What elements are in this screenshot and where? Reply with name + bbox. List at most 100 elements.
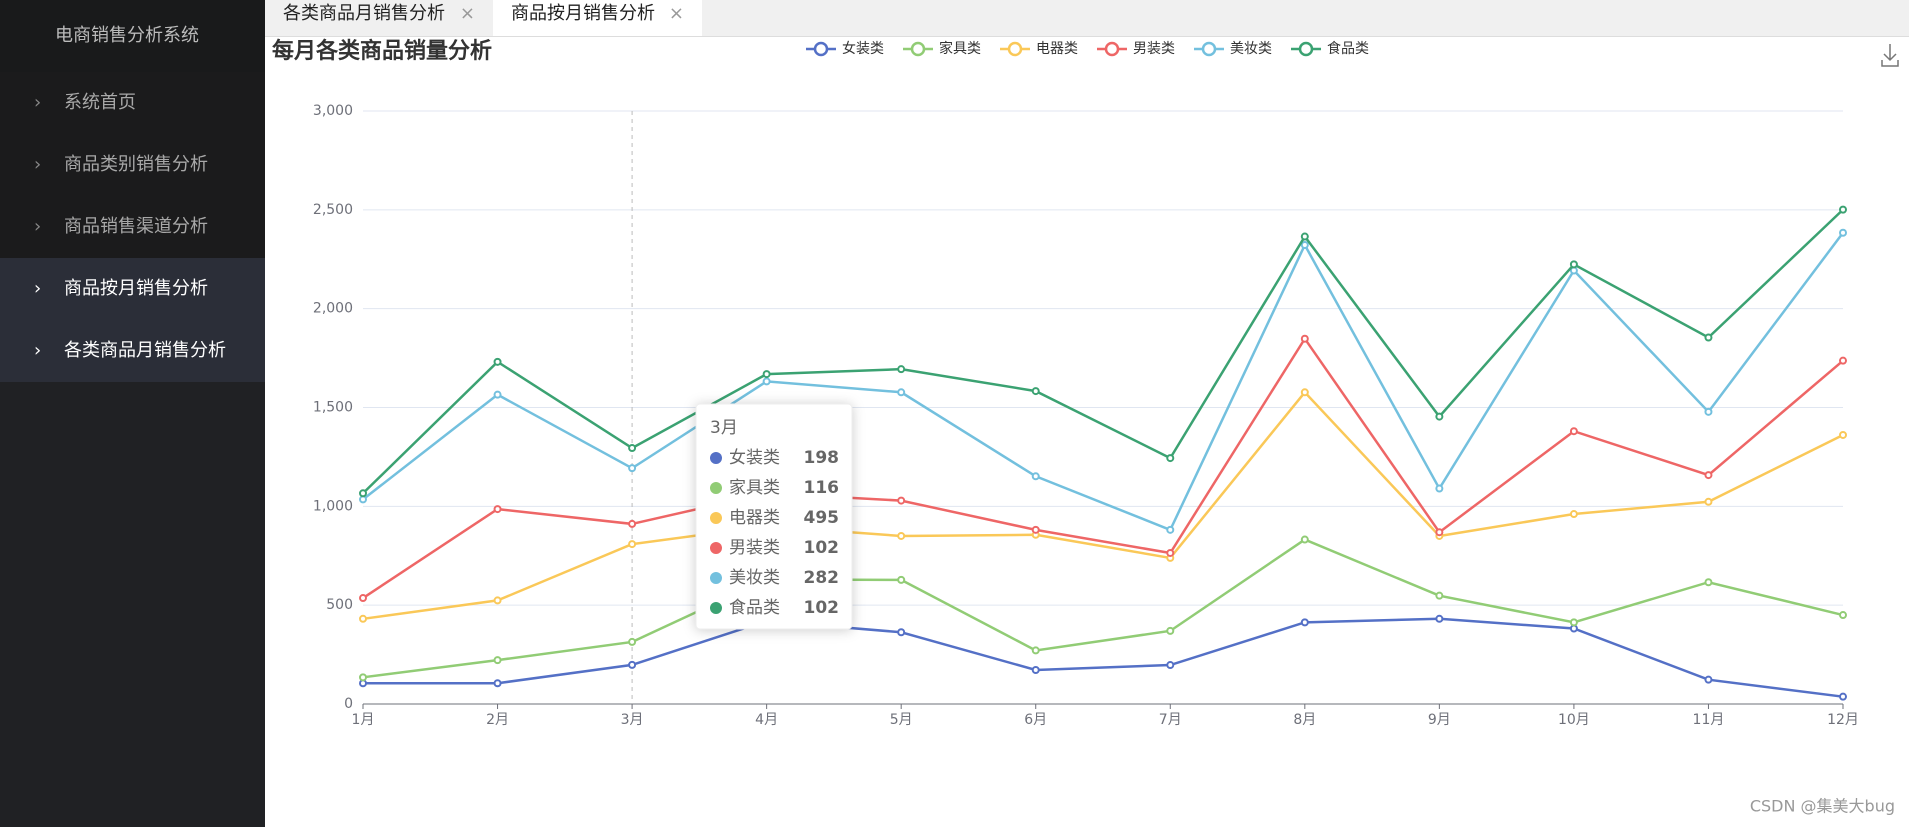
tooltip-value: 198 — [804, 448, 840, 468]
tab-bar: 各类商品月销售分析 × 商品按月销售分析 × — [265, 0, 1909, 37]
tab[interactable]: 商品按月销售分析 × — [493, 0, 702, 36]
menu-item[interactable]: 系统首页 — [0, 72, 265, 134]
data-point — [1839, 692, 1847, 701]
data-point — [628, 540, 637, 549]
data-point — [1031, 525, 1040, 534]
data-point — [1704, 578, 1713, 587]
data-point — [493, 357, 502, 366]
menu-item[interactable]: 商品类别销售分析 — [0, 134, 265, 196]
legend-symbol — [1007, 41, 1023, 57]
data-point — [1166, 553, 1175, 562]
legend-symbol — [1104, 41, 1120, 57]
sidebar-title-text: 电商销售分析系统 — [55, 25, 199, 46]
data-point — [1031, 387, 1040, 396]
data-point — [1166, 525, 1175, 534]
tooltip-name: 女装类 — [729, 448, 780, 468]
y-tick-label: 0 — [344, 696, 353, 712]
data-point — [1031, 666, 1040, 675]
sidebar-title[interactable]: 电商销售分析系统 — [0, 0, 265, 72]
legend-label: 电器类 — [1036, 41, 1078, 57]
data-point — [1031, 646, 1040, 655]
data-point — [1704, 675, 1713, 684]
data-point — [1166, 548, 1175, 557]
legend-label: 家具类 — [939, 40, 981, 57]
chart-title: 每月各类商品销量分析 — [272, 38, 492, 64]
series-line — [362, 232, 1844, 532]
tooltip-dot — [710, 512, 722, 524]
tooltip-value: 102 — [804, 538, 840, 558]
data-point — [1300, 388, 1309, 397]
y-tick-label: 3,000 — [313, 103, 353, 119]
data-point — [1435, 591, 1444, 600]
data-point — [1300, 334, 1309, 343]
tooltip-value: 282 — [804, 568, 840, 588]
series-line — [362, 208, 1844, 495]
tooltip-name: 家具类 — [729, 478, 780, 498]
tab[interactable]: 各类商品月销售分析 × — [283, 3, 475, 24]
data-point — [493, 596, 502, 605]
data-point — [1569, 427, 1578, 436]
legend-item[interactable]: 男装类 — [1097, 41, 1175, 57]
menu-item[interactable]: 各类商品月销售分析 — [0, 320, 265, 382]
sidebar: 电商销售分析系统 系统首页商品类别销售分析商品销售渠道分析商品按月销售分析各类商… — [0, 0, 265, 827]
data-point — [897, 365, 906, 374]
tooltip-dot — [710, 482, 722, 494]
data-point — [1300, 232, 1309, 241]
data-point — [1435, 531, 1444, 540]
legend-symbol — [910, 41, 926, 57]
series-line — [362, 538, 1844, 679]
legend-item[interactable]: 食品类 — [1291, 40, 1369, 57]
x-tick-label: 3月 — [621, 712, 644, 728]
data-point — [897, 628, 906, 637]
data-point — [1435, 614, 1444, 623]
legend-item[interactable]: 家具类 — [903, 40, 981, 57]
x-tick-label: 8月 — [1293, 712, 1316, 728]
x-tick-label: 12月 — [1827, 712, 1859, 728]
tooltip-box — [695, 403, 853, 630]
data-point — [762, 522, 771, 531]
data-point — [1569, 260, 1578, 269]
data-point — [1166, 661, 1175, 670]
legend-item[interactable]: 电器类 — [1000, 41, 1078, 57]
data-point — [628, 444, 637, 453]
data-point — [1166, 626, 1175, 635]
data-point — [628, 464, 637, 473]
data-point — [1839, 356, 1847, 365]
legend-item[interactable]: 美妆类 — [1194, 41, 1272, 57]
data-point — [1704, 497, 1713, 506]
data-point — [1569, 510, 1578, 519]
data-point — [1300, 618, 1309, 627]
menu-item[interactable]: 商品销售渠道分析 — [0, 196, 265, 258]
data-point — [762, 616, 771, 625]
data-point — [897, 531, 906, 540]
x-tick-label: 9月 — [1428, 712, 1451, 728]
x-tick-label: 5月 — [890, 712, 913, 728]
series-line — [362, 390, 1844, 621]
tooltip-value: 116 — [804, 478, 840, 498]
data-point — [359, 673, 367, 682]
tooltip-value: 102 — [804, 598, 840, 618]
data-point — [897, 388, 906, 397]
menu-item[interactable]: 商品按月销售分析 — [0, 258, 265, 320]
tab-label: 商品按月销售分析 — [511, 3, 655, 24]
y-tick-label: 1,000 — [313, 498, 353, 514]
tooltip-dot — [710, 602, 722, 614]
watermark: CSDN @集美大bug — [1750, 797, 1895, 816]
legend-item[interactable]: 女装类 — [806, 40, 884, 57]
data-point — [762, 370, 771, 379]
data-point — [762, 575, 771, 584]
tooltip-name: 电器类 — [729, 508, 780, 528]
data-point — [1435, 528, 1444, 537]
download-icon[interactable] — [1881, 44, 1899, 67]
data-point — [493, 390, 502, 399]
series-line — [363, 617, 1844, 698]
data-point — [1839, 611, 1847, 620]
data-point — [1569, 624, 1578, 633]
x-tick-label: 11月 — [1693, 712, 1725, 728]
legend-symbol — [1201, 41, 1217, 57]
tooltip-value: 495 — [804, 508, 840, 528]
legend-symbol — [813, 41, 829, 57]
x-tick-label: 6月 — [1024, 712, 1047, 728]
